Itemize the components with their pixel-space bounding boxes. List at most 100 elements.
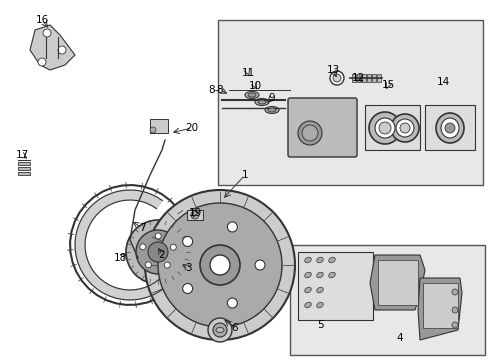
Circle shape <box>227 222 237 232</box>
Circle shape <box>390 114 418 142</box>
Polygon shape <box>417 278 461 340</box>
Ellipse shape <box>328 272 335 278</box>
Circle shape <box>395 119 413 137</box>
Ellipse shape <box>247 93 256 97</box>
Ellipse shape <box>304 272 311 278</box>
Text: 12: 12 <box>351 73 364 83</box>
Text: 17: 17 <box>15 150 29 160</box>
Bar <box>364 105 419 150</box>
Text: 8–: 8– <box>208 85 220 95</box>
Ellipse shape <box>258 100 265 104</box>
Polygon shape <box>377 260 417 305</box>
Circle shape <box>191 211 199 219</box>
Polygon shape <box>30 25 75 70</box>
Ellipse shape <box>440 118 458 138</box>
Circle shape <box>148 242 168 262</box>
Ellipse shape <box>244 91 259 99</box>
Ellipse shape <box>316 272 323 278</box>
Text: 16: 16 <box>35 15 48 25</box>
Bar <box>186 210 203 220</box>
Circle shape <box>200 245 240 285</box>
Ellipse shape <box>216 328 224 333</box>
Bar <box>18 172 30 175</box>
Text: 4: 4 <box>396 333 403 343</box>
Circle shape <box>374 118 394 138</box>
Bar <box>371 74 375 82</box>
Circle shape <box>145 262 151 268</box>
Ellipse shape <box>328 257 335 263</box>
Circle shape <box>207 318 231 342</box>
Ellipse shape <box>304 257 311 263</box>
Circle shape <box>451 289 457 295</box>
Text: 14: 14 <box>435 77 448 87</box>
Bar <box>297 252 372 320</box>
Polygon shape <box>369 255 424 310</box>
Circle shape <box>43 29 51 37</box>
Bar <box>361 74 365 82</box>
Bar <box>18 162 30 165</box>
Circle shape <box>451 322 457 328</box>
Circle shape <box>158 203 282 327</box>
Ellipse shape <box>267 108 275 112</box>
Bar <box>351 74 355 82</box>
Circle shape <box>209 255 229 275</box>
Circle shape <box>254 260 264 270</box>
Circle shape <box>182 237 192 247</box>
Ellipse shape <box>316 287 323 293</box>
Circle shape <box>378 122 390 134</box>
Ellipse shape <box>264 107 279 113</box>
Circle shape <box>182 284 192 293</box>
Ellipse shape <box>304 287 311 293</box>
Text: 18: 18 <box>113 253 126 263</box>
Circle shape <box>136 230 180 274</box>
Bar <box>18 167 30 170</box>
Bar <box>356 74 360 82</box>
Bar <box>289 245 484 355</box>
Bar <box>376 74 380 82</box>
Text: 20: 20 <box>185 123 198 133</box>
Circle shape <box>140 244 145 250</box>
Circle shape <box>227 298 237 308</box>
Text: 9: 9 <box>268 93 275 103</box>
Circle shape <box>213 323 226 337</box>
Circle shape <box>58 46 66 54</box>
Circle shape <box>170 244 176 250</box>
Circle shape <box>145 190 294 340</box>
Ellipse shape <box>316 302 323 308</box>
Circle shape <box>332 74 340 82</box>
Text: 2: 2 <box>159 250 165 260</box>
Circle shape <box>399 123 409 133</box>
Text: 19: 19 <box>188 208 201 218</box>
Circle shape <box>164 262 170 268</box>
Ellipse shape <box>316 257 323 263</box>
Text: 13: 13 <box>325 65 339 75</box>
Text: 5: 5 <box>316 320 323 330</box>
Circle shape <box>451 307 457 313</box>
Bar <box>366 74 370 82</box>
Polygon shape <box>75 190 174 300</box>
Text: 7: 7 <box>139 223 145 233</box>
Bar <box>150 119 168 133</box>
Circle shape <box>150 127 156 133</box>
Circle shape <box>368 112 400 144</box>
Circle shape <box>302 125 317 141</box>
Text: 11: 11 <box>241 68 254 78</box>
Circle shape <box>126 220 190 284</box>
Bar <box>424 105 474 150</box>
Ellipse shape <box>254 99 268 105</box>
Text: 1: 1 <box>241 170 248 180</box>
Ellipse shape <box>435 113 463 143</box>
Ellipse shape <box>304 302 311 308</box>
Circle shape <box>38 58 46 66</box>
Text: 3: 3 <box>184 263 191 273</box>
Circle shape <box>155 233 161 239</box>
Text: 10: 10 <box>248 81 261 91</box>
Text: 6: 6 <box>231 323 238 333</box>
Circle shape <box>297 121 321 145</box>
Bar <box>218 20 482 185</box>
FancyBboxPatch shape <box>287 98 356 157</box>
Text: 15: 15 <box>381 80 394 90</box>
Text: 8: 8 <box>216 85 223 95</box>
Circle shape <box>444 123 454 133</box>
Circle shape <box>329 71 343 85</box>
